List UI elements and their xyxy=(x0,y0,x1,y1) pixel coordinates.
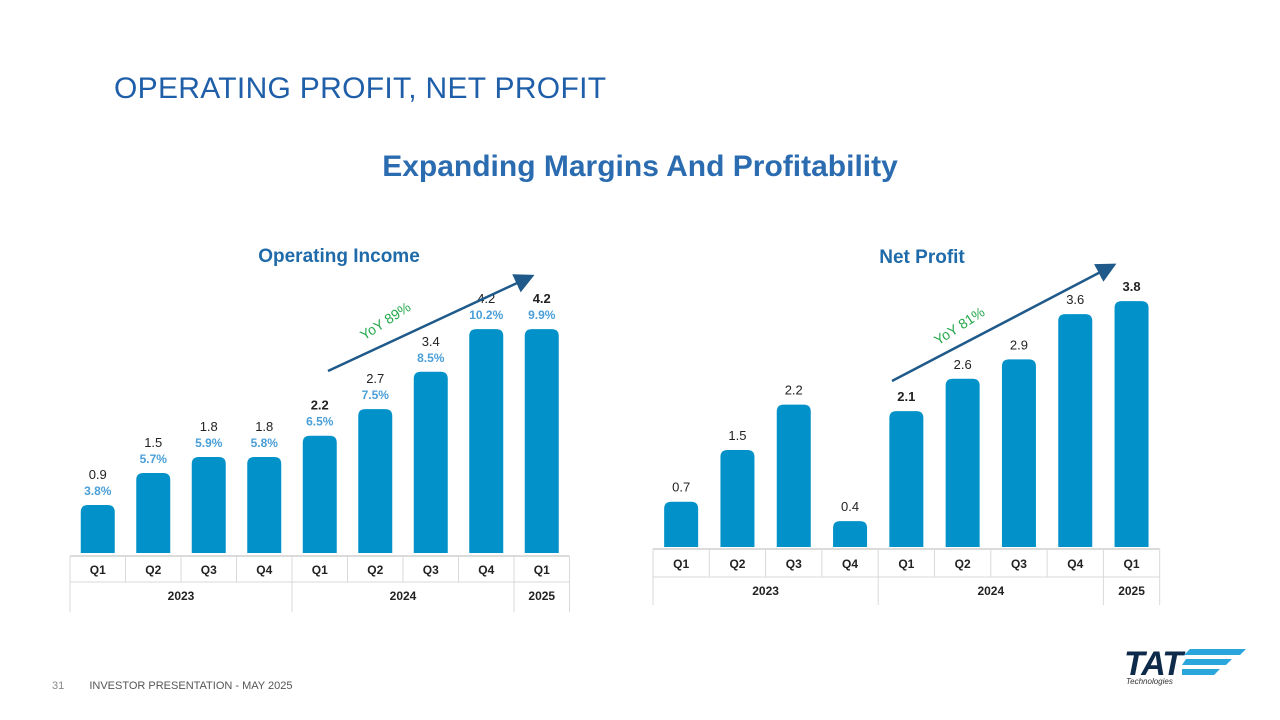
logo-subtext: Technologies xyxy=(1126,677,1173,686)
bar xyxy=(889,411,924,547)
data-label: 0.9 xyxy=(89,467,107,482)
trend-arrow xyxy=(891,263,1117,383)
group-label: 2024 xyxy=(977,584,1004,598)
tick-label: Q1 xyxy=(534,563,550,577)
bar xyxy=(1114,301,1149,547)
bar xyxy=(80,505,115,553)
bar xyxy=(524,329,559,553)
page-number: 31 xyxy=(52,680,65,692)
bar xyxy=(247,457,282,553)
bar xyxy=(358,409,393,553)
bar xyxy=(1058,314,1093,547)
margin-label: 10.2% xyxy=(469,308,503,322)
bar xyxy=(136,473,171,553)
bar xyxy=(469,329,504,553)
data-label: 2.2 xyxy=(311,398,329,413)
group-label: 2023 xyxy=(752,584,779,598)
margin-label: 5.9% xyxy=(195,436,223,450)
bar xyxy=(191,457,226,553)
tick-label: Q4 xyxy=(256,563,272,577)
data-label: 2.6 xyxy=(954,357,972,372)
data-label: 3.4 xyxy=(422,334,440,349)
bar xyxy=(945,378,980,547)
company-logo: TAT Technologies xyxy=(1120,645,1250,687)
data-label: 1.5 xyxy=(144,435,162,450)
data-label: 1.5 xyxy=(728,428,746,443)
tick-label: Q4 xyxy=(478,563,494,577)
tick-label: Q2 xyxy=(145,563,161,577)
data-label: 2.7 xyxy=(366,371,384,386)
tick-label: Q3 xyxy=(201,563,217,577)
logo-text: TAT xyxy=(1124,645,1183,683)
footer: 31 INVESTOR PRESENTATION - MAY 2025 xyxy=(52,680,292,692)
operating-income-chart: Operating Income 0.9 3.8% Q1 1.5 5.7% Q2 1.8 5.9… xyxy=(69,246,570,612)
data-label: 3.6 xyxy=(1066,292,1084,307)
data-label: 4.2 xyxy=(533,291,551,306)
tick-label: Q3 xyxy=(786,557,802,571)
tick-label: Q2 xyxy=(729,557,745,571)
bar xyxy=(302,435,337,553)
tick-label: Q3 xyxy=(423,563,439,577)
bar xyxy=(413,371,448,553)
margin-label: 7.5% xyxy=(362,388,390,402)
group-label: 2024 xyxy=(390,589,417,603)
chart-title: Operating Income xyxy=(258,246,420,267)
tick-label: Q2 xyxy=(955,557,971,571)
tick-label: Q1 xyxy=(1124,557,1140,571)
data-label: 0.4 xyxy=(841,499,859,514)
yoy-annotation: YoY 81% xyxy=(931,304,987,348)
margin-label: 8.5% xyxy=(417,351,445,365)
tick-label: Q1 xyxy=(90,563,106,577)
trend-arrow xyxy=(327,274,535,373)
group-label: 2023 xyxy=(168,589,195,603)
net-profit-chart: Net Profit 0.7 Q1 1.5 Q2 2.2 Q3 0.4 Q4 2.1 Q1 2.6 Q2… xyxy=(652,247,1161,605)
bar xyxy=(664,501,699,547)
bar xyxy=(1001,359,1036,547)
tick-label: Q4 xyxy=(1067,557,1083,571)
data-label: 3.8 xyxy=(1123,279,1141,294)
footer-text: INVESTOR PRESENTATION - MAY 2025 xyxy=(89,680,293,692)
tick-label: Q4 xyxy=(842,557,858,571)
bar xyxy=(833,521,868,547)
tick-label: Q1 xyxy=(898,557,914,571)
data-label: 0.7 xyxy=(672,480,690,495)
chart-title: Net Profit xyxy=(879,247,965,268)
data-label: 1.8 xyxy=(200,419,218,434)
slide-title: OPERATING PROFIT, NET PROFIT xyxy=(114,72,607,105)
slide-subtitle: Expanding Margins And Profitability xyxy=(382,150,898,183)
group-label: 2025 xyxy=(528,589,555,603)
tick-label: Q3 xyxy=(1011,557,1027,571)
data-label: 2.2 xyxy=(785,383,803,398)
margin-label: 5.7% xyxy=(140,452,168,466)
data-label: 1.8 xyxy=(255,419,273,434)
logo-stripes-icon xyxy=(1182,649,1246,675)
margin-label: 3.8% xyxy=(84,484,112,498)
margin-label: 5.8% xyxy=(251,436,279,450)
data-label: 2.9 xyxy=(1010,337,1028,352)
margin-label: 6.5% xyxy=(306,415,334,429)
bar xyxy=(720,449,755,547)
group-label: 2025 xyxy=(1118,584,1145,598)
tick-label: Q1 xyxy=(312,563,328,577)
bar xyxy=(776,404,811,547)
data-label: 2.1 xyxy=(897,389,915,404)
margin-label: 9.9% xyxy=(528,308,556,322)
tick-label: Q1 xyxy=(673,557,689,571)
tick-label: Q2 xyxy=(367,563,383,577)
